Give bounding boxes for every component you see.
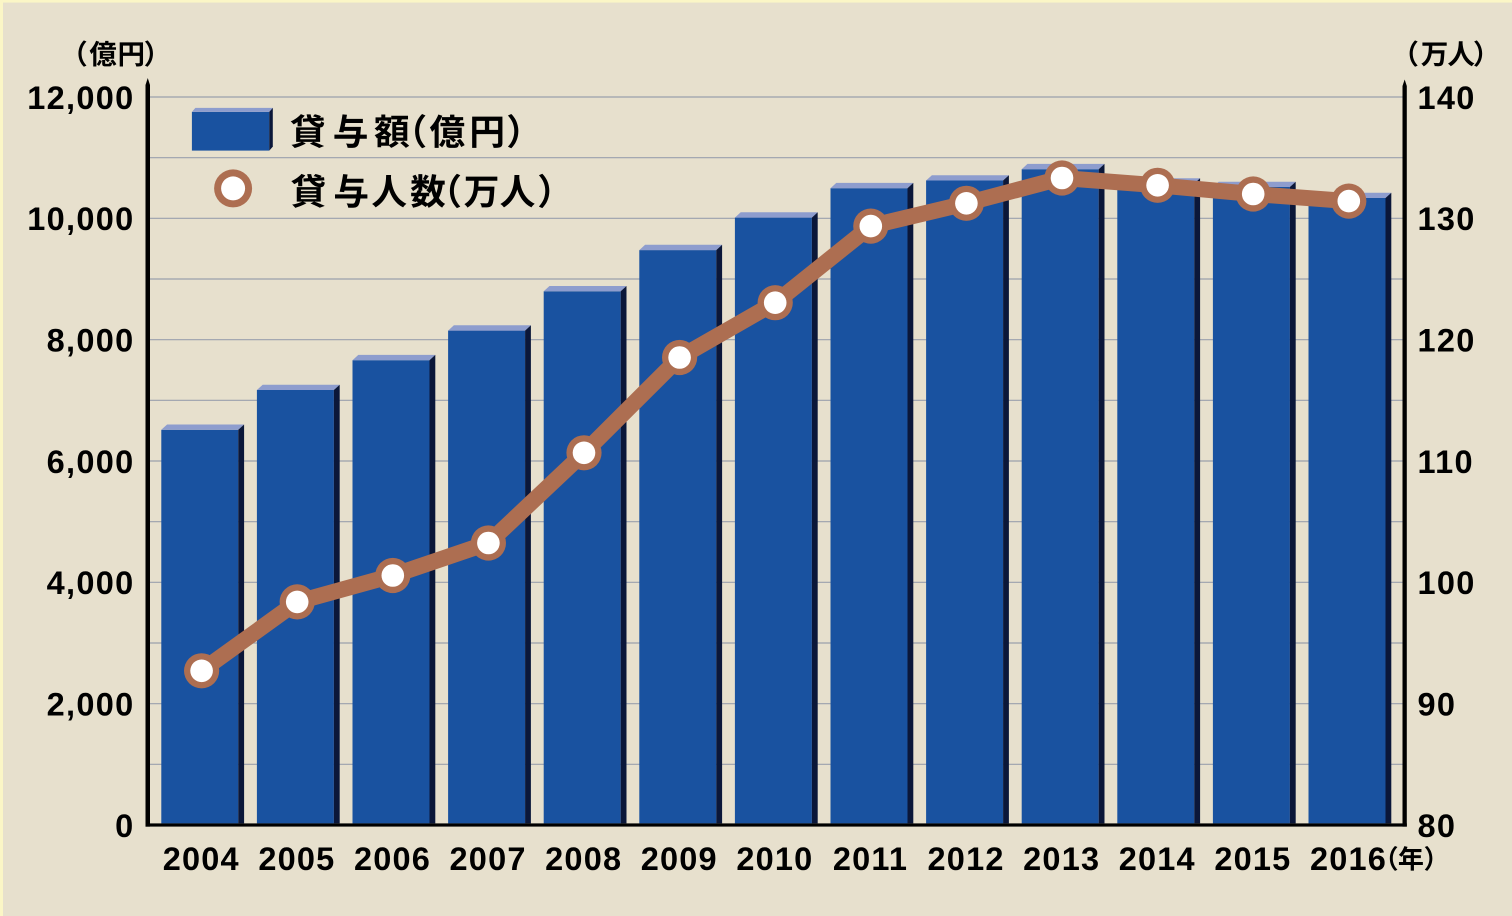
svg-text:2004: 2004: [163, 841, 240, 877]
svg-text:2016: 2016: [1310, 841, 1387, 877]
svg-text:10,000: 10,000: [27, 201, 134, 237]
svg-text:2006: 2006: [354, 841, 431, 877]
svg-text:2009: 2009: [641, 841, 718, 877]
svg-text:2013: 2013: [1023, 841, 1100, 877]
svg-text:0: 0: [115, 808, 134, 844]
svg-text:100: 100: [1418, 565, 1476, 601]
svg-text:90: 90: [1418, 687, 1457, 723]
svg-text:2012: 2012: [928, 841, 1005, 877]
svg-text:12,000: 12,000: [27, 80, 134, 116]
svg-text:2,000: 2,000: [47, 687, 135, 723]
svg-text:110: 110: [1418, 444, 1474, 480]
svg-text:2005: 2005: [258, 841, 335, 877]
svg-text:2015: 2015: [1214, 841, 1291, 877]
svg-text:140: 140: [1418, 80, 1476, 116]
svg-text:6,000: 6,000: [47, 444, 135, 480]
svg-text:2008: 2008: [545, 841, 622, 877]
svg-text:80: 80: [1418, 808, 1457, 844]
svg-text:120: 120: [1418, 323, 1476, 359]
svg-text:4,000: 4,000: [47, 565, 135, 601]
svg-text:2010: 2010: [736, 841, 813, 877]
svg-text:2014: 2014: [1119, 841, 1196, 877]
svg-text:2007: 2007: [450, 841, 527, 877]
svg-text:130: 130: [1418, 201, 1476, 237]
svg-text:2011: 2011: [833, 841, 908, 877]
svg-text:8,000: 8,000: [47, 323, 135, 359]
